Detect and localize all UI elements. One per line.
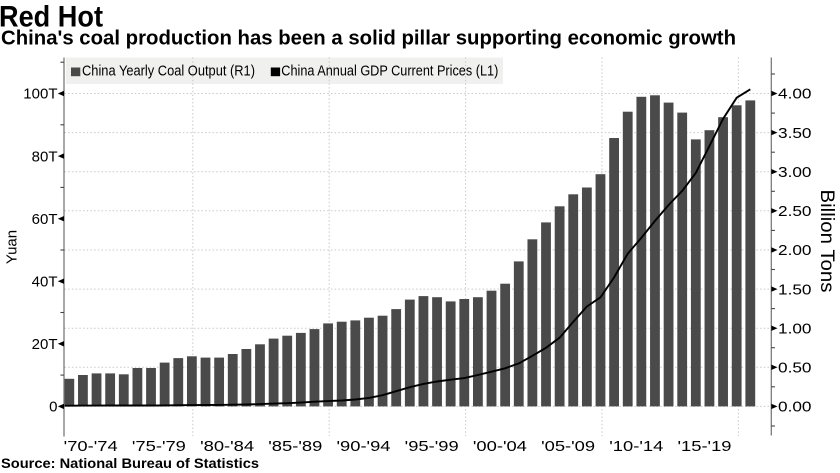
svg-text:100T: 100T [23,86,57,103]
svg-text:'85-'89: '85-'89 [268,438,322,455]
svg-text:40T: 40T [32,273,58,290]
svg-text:0.00: 0.00 [778,399,812,416]
svg-text:'95-'99: '95-'99 [405,438,459,455]
svg-text:20T: 20T [32,336,58,353]
svg-text:2.00: 2.00 [778,242,812,259]
svg-text:Yuan: Yuan [4,230,21,264]
svg-text:2.50: 2.50 [778,203,812,220]
svg-text:China Yearly Coal Output (R1): China Yearly Coal Output (R1) [82,62,255,79]
svg-text:China's coal production has be: China's coal production has been a solid… [1,28,736,50]
svg-text:'10-'14: '10-'14 [609,438,663,455]
svg-text:'80-'84: '80-'84 [200,438,254,455]
svg-text:1.00: 1.00 [778,320,812,337]
svg-text:'15-'19: '15-'19 [678,438,732,455]
svg-text:'75-'79: '75-'79 [132,438,186,455]
svg-text:'00-'04: '00-'04 [473,438,527,455]
svg-text:0: 0 [49,399,57,416]
svg-text:0.50: 0.50 [778,360,812,377]
svg-text:80T: 80T [32,148,58,165]
svg-text:'70-'74: '70-'74 [64,438,118,455]
svg-text:60T: 60T [32,211,58,228]
svg-text:3.50: 3.50 [778,125,812,142]
svg-text:Red Hot: Red Hot [0,1,103,34]
svg-text:Billion Tons: Billion Tons [816,190,838,293]
svg-text:'90-'94: '90-'94 [337,438,391,455]
svg-text:'05-'09: '05-'09 [541,438,595,455]
svg-text:4.00: 4.00 [778,86,812,103]
svg-text:3.00: 3.00 [778,164,812,181]
svg-text:1.50: 1.50 [778,281,812,298]
svg-text:China Annual GDP Current Price: China Annual GDP Current Prices (L1) [281,62,498,79]
svg-text:Source: National Bureau of Sta: Source: National Bureau of Statistics [1,455,259,471]
